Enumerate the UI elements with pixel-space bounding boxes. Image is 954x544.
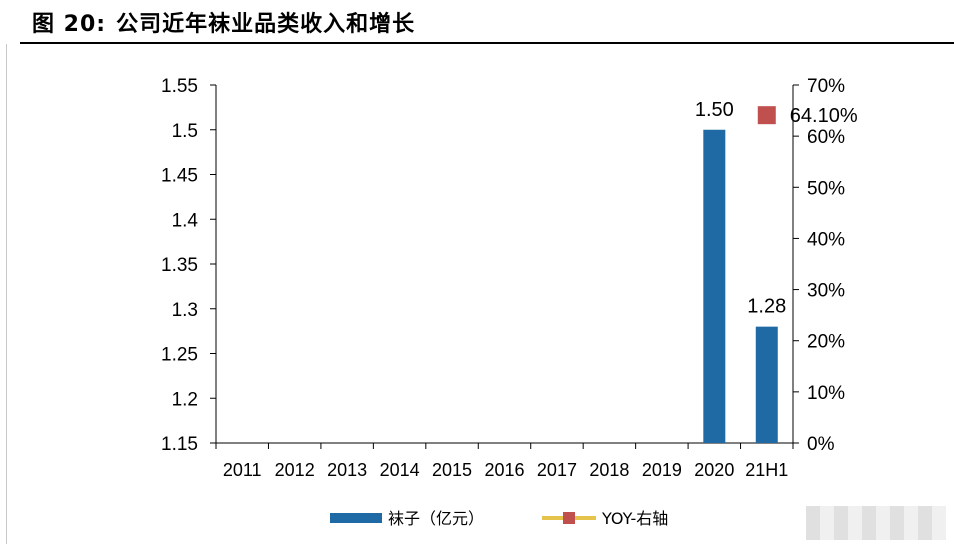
y-right-tick-label: 0% — [807, 434, 835, 455]
y-right-tick-label: 30% — [807, 281, 845, 302]
yoy-data-label: 64.10% — [790, 105, 858, 127]
legend-swatch-bar — [330, 513, 382, 523]
y-right-tick-label: 10% — [807, 383, 845, 404]
yoy-marker — [757, 106, 776, 125]
y-left-tick-label: 1.2 — [172, 389, 198, 410]
y-left-tick-label: 1.55 — [161, 76, 198, 97]
page-left-border — [6, 44, 7, 544]
x-tick-label: 2013 — [327, 460, 367, 480]
x-tick-label: 2018 — [589, 460, 629, 480]
x-tick-label: 2015 — [432, 460, 472, 480]
figure-title: 图 20: 公司近年袜业品类收入和增长 — [32, 6, 415, 38]
x-tick-label: 2011 — [223, 460, 262, 480]
legend-label-line: YOY-右轴 — [601, 509, 668, 528]
legend-swatch-marker — [563, 512, 575, 524]
bar-data-label: 1.50 — [695, 99, 734, 121]
y-right-tick-label: 40% — [807, 229, 845, 250]
x-tick-label: 2016 — [484, 460, 524, 480]
x-tick-label: 21H1 — [745, 460, 788, 480]
y-left-tick-label: 1.4 — [172, 210, 199, 231]
y-right-tick-label: 50% — [807, 178, 845, 199]
x-tick-label: 2020 — [694, 460, 734, 480]
y-left-tick-label: 1.3 — [172, 300, 198, 321]
x-tick-label: 2017 — [537, 460, 577, 480]
bar — [703, 129, 726, 443]
y-left-tick-label: 1.45 — [161, 166, 198, 187]
blurred-watermark — [806, 506, 946, 540]
y-left-tick-label: 1.5 — [172, 121, 198, 142]
y-left-tick-label: 1.25 — [161, 345, 198, 366]
bar-data-label: 1.28 — [747, 296, 786, 318]
y-left-tick-label: 1.35 — [161, 255, 198, 276]
title-divider — [20, 42, 954, 44]
legend-label-bar: 袜子（亿元） — [388, 509, 484, 528]
y-left-tick-label: 1.15 — [161, 434, 198, 455]
x-tick-label: 2019 — [642, 460, 682, 480]
figure-number: 图 20: — [32, 12, 107, 37]
y-right-tick-label: 70% — [807, 76, 845, 97]
y-right-tick-label: 60% — [807, 127, 845, 148]
x-tick-label: 2012 — [275, 460, 315, 480]
y-right-tick-label: 20% — [807, 332, 845, 353]
bar — [755, 326, 778, 443]
x-tick-label: 2014 — [380, 460, 420, 480]
figure-title-text: 公司近年袜业品类收入和增长 — [116, 12, 416, 37]
